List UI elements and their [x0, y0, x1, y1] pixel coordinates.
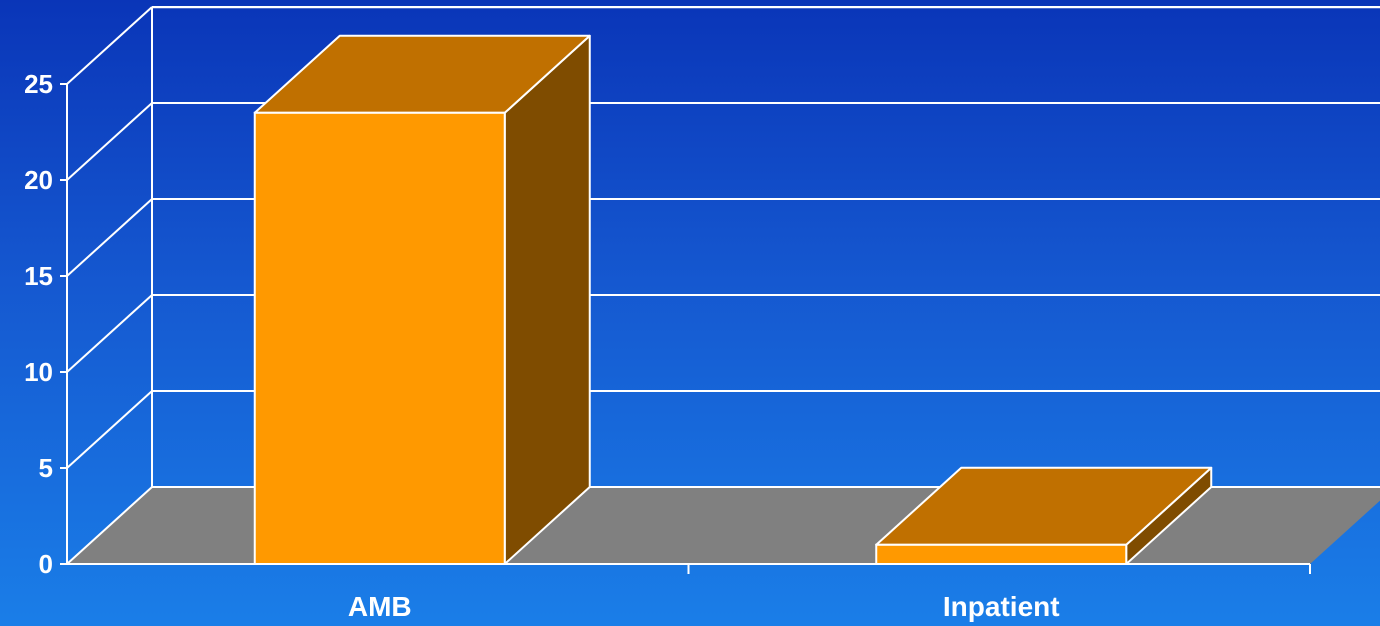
- x-axis-labels: AMB Inpatient: [348, 591, 1060, 622]
- x-label-amb: AMB: [348, 591, 412, 622]
- grid-lines: [66, 6, 1380, 565]
- y-tick-label: 15: [24, 261, 53, 291]
- gridline-side-10: [66, 294, 153, 373]
- y-tick-label: 5: [39, 453, 53, 483]
- bar-side-face: [503, 34, 591, 565]
- bars: [253, 34, 1213, 566]
- gridline-side-25: [66, 6, 153, 85]
- gridline-side-15: [66, 198, 153, 277]
- bar-front-face: [253, 111, 506, 566]
- gridline-side-5: [66, 390, 153, 469]
- gridline-side-0: [66, 486, 153, 565]
- y-axis-ticks: 0 5 10 15 20 25: [24, 69, 67, 579]
- y-tick-label: 25: [24, 69, 53, 99]
- y-tick-label: 20: [24, 165, 53, 195]
- y-tick-label: 0: [39, 549, 53, 579]
- bar-inpatient: [875, 466, 1213, 565]
- bar-front-face: [875, 543, 1128, 565]
- gridline-side-20: [66, 102, 153, 181]
- y-tick-label: 10: [24, 357, 53, 387]
- bar-amb: [253, 34, 591, 566]
- x-label-inpatient: Inpatient: [943, 591, 1060, 622]
